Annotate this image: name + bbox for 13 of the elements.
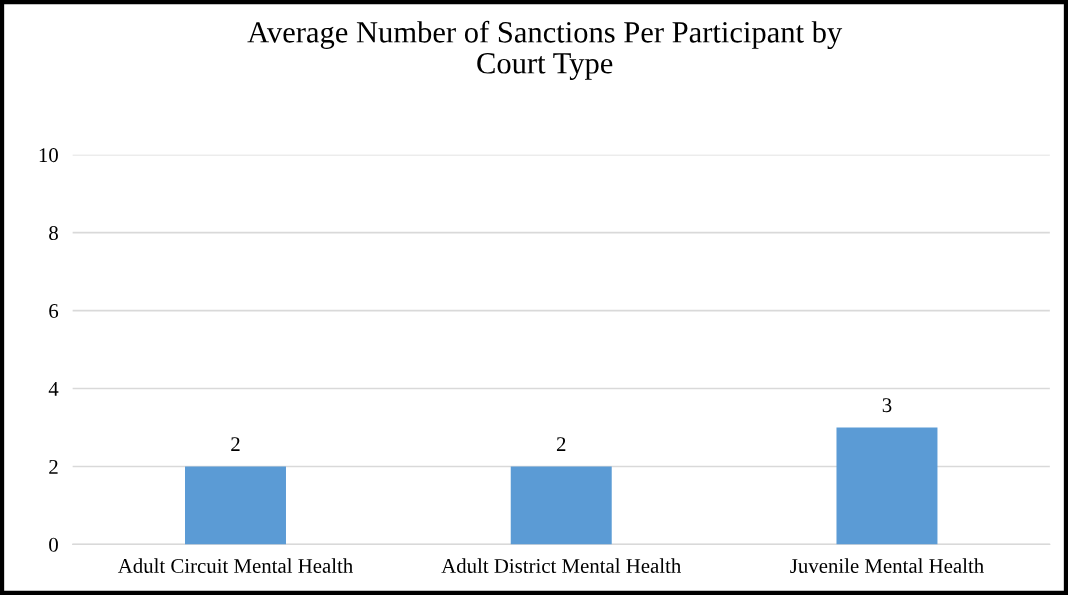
y-tick-label: 8 — [49, 226, 58, 241]
data-label: 2 — [556, 437, 566, 451]
x-tick-label: Adult Circuit Mental Health — [117, 558, 353, 573]
y-tick-label: 6 — [49, 304, 59, 319]
chart-title: Average Number of Sanctions Per Participant by Court Type — [247, 20, 843, 80]
y-tick-label: 0 — [49, 537, 58, 552]
data-label: 3 — [882, 398, 892, 413]
y-tick-label: 10 — [39, 148, 58, 163]
data-label: 2 — [231, 437, 240, 451]
x-tick-label: Adult District Mental Health — [441, 558, 682, 573]
y-tick-label: 2 — [49, 459, 58, 474]
y-tick-label: 4 — [48, 382, 59, 396]
x-tick-label: Juvenile Mental Health — [790, 558, 984, 573]
